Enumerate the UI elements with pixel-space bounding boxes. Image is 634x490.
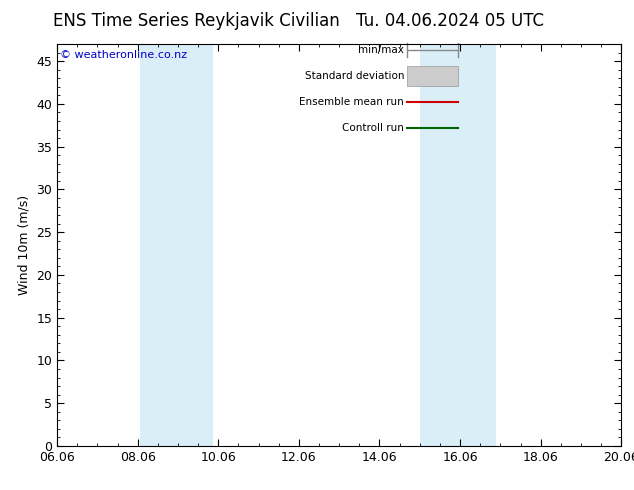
Bar bbox=[420, 44, 496, 446]
Text: min/max: min/max bbox=[358, 45, 404, 55]
Text: ENS Time Series Reykjavik Civilian: ENS Time Series Reykjavik Civilian bbox=[53, 12, 340, 30]
Text: Standard deviation: Standard deviation bbox=[304, 71, 404, 81]
Y-axis label: Wind 10m (m/s): Wind 10m (m/s) bbox=[18, 195, 31, 295]
Text: Ensemble mean run: Ensemble mean run bbox=[299, 98, 404, 107]
FancyBboxPatch shape bbox=[407, 66, 458, 86]
Text: Controll run: Controll run bbox=[342, 123, 404, 133]
Bar bbox=[140, 44, 214, 446]
Text: © weatheronline.co.nz: © weatheronline.co.nz bbox=[60, 50, 187, 60]
Text: Tu. 04.06.2024 05 UTC: Tu. 04.06.2024 05 UTC bbox=[356, 12, 544, 30]
